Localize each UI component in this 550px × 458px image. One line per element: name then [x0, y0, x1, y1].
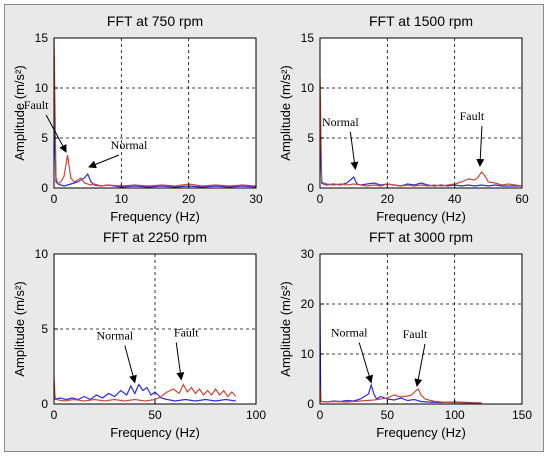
annotation-arrow	[45, 114, 67, 153]
series-line-fault	[54, 376, 237, 402]
annotation-label-fault: Fault	[460, 109, 485, 123]
annotation-label-fault: Fault	[174, 326, 199, 340]
annotation-label-normal: Normal	[111, 138, 148, 152]
y-tick-label: 0	[41, 397, 48, 411]
x-tick-label: 10	[115, 192, 129, 206]
annotation-label-fault: Fault	[403, 327, 428, 341]
y-tick-label: 0	[41, 181, 48, 195]
annotation-arrow	[358, 342, 373, 384]
x-tick-label: 40	[448, 192, 462, 206]
y-tick-label: 5	[307, 131, 314, 145]
x-axis-label: Frequency (Hz)	[376, 209, 466, 224]
x-axis-label: Frequency (Hz)	[376, 425, 466, 440]
x-tick-label: 0	[317, 192, 324, 206]
x-tick-label: 50	[148, 408, 162, 422]
y-tick-label: 5	[41, 131, 48, 145]
annotation-arrow	[414, 343, 426, 387]
x-tick-label: 20	[182, 192, 196, 206]
series-line-fault	[320, 77, 522, 187]
plot-area	[320, 38, 522, 188]
axes-frame	[53, 37, 257, 189]
x-tick-label: 20	[381, 192, 395, 206]
y-axis-label: Amplitude (m/s²)	[12, 281, 27, 376]
x-tick-label: 0	[51, 192, 58, 206]
chart-title: FFT at 1500 rpm	[369, 13, 473, 29]
x-tick-label: 0	[51, 408, 58, 422]
series-line-normal	[54, 383, 236, 402]
x-tick-label: 150	[512, 408, 532, 422]
annotation-label-fault: Fault	[24, 98, 49, 112]
y-tick-label: 10	[301, 81, 315, 95]
subplot-1: 0 10 20 30 0 5 10 15 FFT at 750 rpm Frequency (Hz…	[12, 13, 263, 224]
y-axis-label: Amplitude (m/s²)	[12, 65, 27, 160]
annotation-label-normal: Normal	[331, 326, 368, 340]
annotation-arrow	[124, 345, 137, 384]
x-tick-label: 30	[249, 192, 263, 206]
y-tick-label: 15	[301, 31, 315, 45]
y-tick-label: 10	[35, 81, 49, 95]
x-tick-label: 60	[515, 192, 529, 206]
y-tick-label: 30	[301, 247, 315, 261]
plot-area	[54, 38, 256, 188]
chart-title: FFT at 2250 rpm	[103, 229, 207, 245]
x-tick-label: 100	[246, 408, 266, 422]
axes-frame	[319, 37, 523, 189]
subplot-4: 0 50 100 150 0 10 20 30 FFT at 3000 rpm Frequency…	[278, 229, 532, 440]
y-tick-label: 0	[307, 181, 314, 195]
annotation-arrow	[175, 342, 185, 381]
axes-frame	[319, 253, 523, 405]
chart-title: FFT at 750 rpm	[107, 13, 203, 29]
x-axis-label: Frequency (Hz)	[110, 209, 200, 224]
y-tick-label: 10	[301, 347, 315, 361]
subplot-3: 0 50 100 0 5 10 FFT at 2250 rpm Frequency (Hz) A…	[12, 229, 266, 440]
annotation-arrow	[88, 154, 120, 169]
annotation-label-normal: Normal	[322, 115, 359, 129]
chart-title: FFT at 3000 rpm	[369, 229, 473, 245]
series-line-fault	[54, 38, 256, 187]
y-axis-label: Amplitude (m/s²)	[278, 65, 293, 160]
x-tick-label: 100	[445, 408, 465, 422]
y-tick-label: 20	[301, 297, 315, 311]
y-tick-label: 5	[41, 322, 48, 336]
annotation-label-normal: Normal	[96, 329, 133, 343]
subplot-2: 0 20 40 60 0 5 10 15 FFT at 1500 rpm Frequency (H…	[278, 13, 529, 224]
y-axis-label: Amplitude (m/s²)	[278, 281, 293, 376]
y-tick-label: 15	[35, 31, 49, 45]
series-line-fault	[320, 383, 482, 404]
series-line-normal	[54, 115, 256, 188]
x-tick-label: 50	[381, 408, 395, 422]
annotation-arrow	[349, 131, 359, 170]
y-tick-label: 10	[35, 247, 49, 261]
y-tick-label: 0	[307, 397, 314, 411]
x-tick-label: 0	[317, 408, 324, 422]
annotation-arrow	[476, 125, 485, 167]
x-axis-label: Frequency (Hz)	[110, 425, 200, 440]
